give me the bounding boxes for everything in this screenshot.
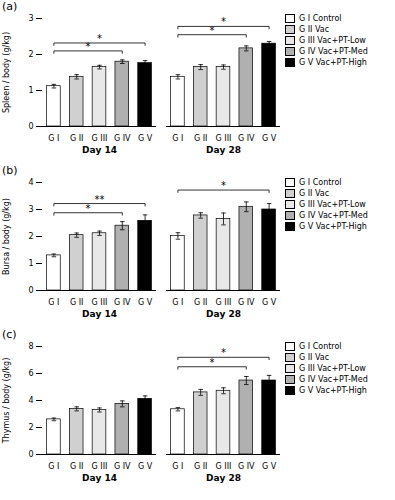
svg-text:G III: G III xyxy=(92,462,108,471)
svg-text:G I: G I xyxy=(48,298,59,307)
svg-text:G IV: G IV xyxy=(114,134,131,143)
svg-text:4: 4 xyxy=(28,396,33,405)
svg-text:2: 2 xyxy=(28,50,33,59)
svg-text:G IV: G IV xyxy=(114,298,131,307)
svg-text:Day 28: Day 28 xyxy=(206,473,241,483)
html-text:G IV Vac+PT-Med: G IV Vac+PT-Med xyxy=(299,47,368,56)
svg-text:Day 14: Day 14 xyxy=(82,473,117,483)
svg-text:G III: G III xyxy=(216,462,232,471)
svg-text:**: ** xyxy=(95,194,105,205)
html-text:G I Control: G I Control xyxy=(299,178,342,187)
svg-text:G V: G V xyxy=(138,462,153,471)
svg-text:Spleen / body (g/kg): Spleen / body (g/kg) xyxy=(2,32,11,113)
svg-text:G I: G I xyxy=(172,462,183,471)
svg-text:G V: G V xyxy=(138,134,153,143)
svg-text:*: * xyxy=(210,25,215,36)
svg-text:0: 0 xyxy=(28,450,33,459)
svg-text:G I: G I xyxy=(48,462,59,471)
svg-text:Day 28: Day 28 xyxy=(206,309,241,319)
svg-text:G II: G II xyxy=(194,298,207,307)
svg-text:G II: G II xyxy=(70,134,83,143)
svg-text:G V: G V xyxy=(262,298,277,307)
svg-text:Thymus / body (g/kg): Thymus / body (g/kg) xyxy=(2,358,11,445)
html-text:(a): (a) xyxy=(2,0,18,13)
svg-text:G I: G I xyxy=(48,134,59,143)
svg-text:G II: G II xyxy=(70,298,83,307)
svg-text:G III: G III xyxy=(216,298,232,307)
svg-text:Day 14: Day 14 xyxy=(82,309,117,319)
svg-text:1: 1 xyxy=(28,259,33,268)
html-text:G III Vac+PT-Low: G III Vac+PT-Low xyxy=(299,364,366,373)
svg-text:G I: G I xyxy=(172,298,183,307)
svg-text:*: * xyxy=(210,357,215,368)
svg-text:G IV: G IV xyxy=(238,298,255,307)
svg-text:G I: G I xyxy=(172,134,183,143)
html-text:G II Vac: G II Vac xyxy=(299,25,330,34)
svg-text:*: * xyxy=(86,41,91,52)
html-text:G V Vac+PT-High: G V Vac+PT-High xyxy=(299,58,367,67)
svg-text:0: 0 xyxy=(28,286,33,295)
html-text:(c): (c) xyxy=(2,328,17,341)
svg-text:6: 6 xyxy=(28,369,33,378)
svg-text:2: 2 xyxy=(28,423,33,432)
svg-text:2: 2 xyxy=(28,232,33,241)
svg-text:8: 8 xyxy=(28,342,33,351)
svg-text:*: * xyxy=(86,203,91,214)
svg-text:G IV: G IV xyxy=(114,462,131,471)
svg-text:Bursa / body (g/kg): Bursa / body (g/kg) xyxy=(2,198,11,275)
svg-text:G III: G III xyxy=(92,298,108,307)
html-text:G I Control: G I Control xyxy=(299,342,342,351)
svg-text:G V: G V xyxy=(262,134,277,143)
html-text:G II Vac: G II Vac xyxy=(299,353,330,362)
svg-text:Day 28: Day 28 xyxy=(206,145,241,155)
svg-text:3: 3 xyxy=(28,205,33,214)
html-text:G V Vac+PT-High: G V Vac+PT-High xyxy=(299,222,367,231)
html-text:G V Vac+PT-High: G V Vac+PT-High xyxy=(299,386,367,395)
html-text:(b): (b) xyxy=(2,164,18,177)
svg-text:G II: G II xyxy=(194,134,207,143)
svg-text:*: * xyxy=(221,180,226,191)
svg-text:*: * xyxy=(97,33,102,44)
html-text:G IV Vac+PT-Med: G IV Vac+PT-Med xyxy=(299,211,368,220)
svg-text:0: 0 xyxy=(28,122,33,131)
svg-text:G V: G V xyxy=(138,298,153,307)
svg-text:G II: G II xyxy=(194,462,207,471)
html-text:G I Control: G I Control xyxy=(299,14,342,23)
svg-text:G V: G V xyxy=(262,462,277,471)
svg-text:4: 4 xyxy=(28,178,33,187)
html-text:G III Vac+PT-Low: G III Vac+PT-Low xyxy=(299,200,366,209)
svg-text:G IV: G IV xyxy=(238,462,255,471)
svg-text:3: 3 xyxy=(28,14,33,23)
svg-text:Day 14: Day 14 xyxy=(82,145,117,155)
svg-text:G III: G III xyxy=(92,134,108,143)
html-text:G III Vac+PT-Low: G III Vac+PT-Low xyxy=(299,36,366,45)
svg-text:G II: G II xyxy=(70,462,83,471)
svg-text:G IV: G IV xyxy=(238,134,255,143)
svg-text:1: 1 xyxy=(28,86,33,95)
html-text:G IV Vac+PT-Med: G IV Vac+PT-Med xyxy=(299,375,368,384)
svg-text:*: * xyxy=(221,347,226,358)
svg-text:G III: G III xyxy=(216,134,232,143)
svg-text:*: * xyxy=(221,16,226,27)
html-text:G II Vac: G II Vac xyxy=(299,189,330,198)
